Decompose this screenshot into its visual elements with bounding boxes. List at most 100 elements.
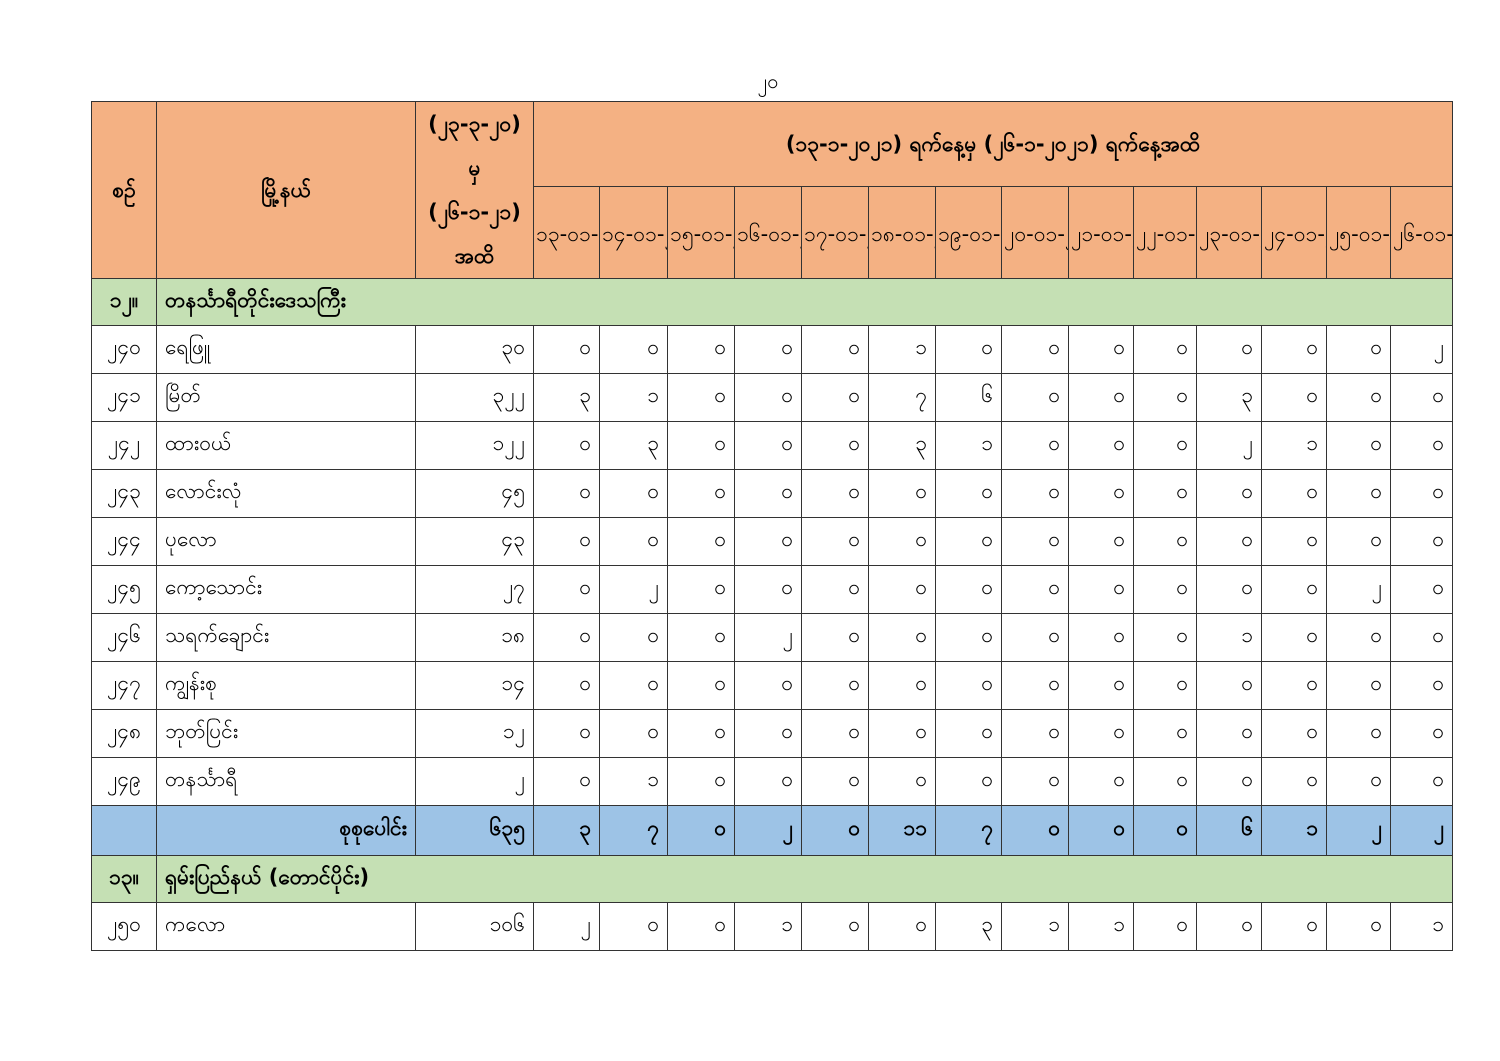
daily-cell: ၁ — [868, 325, 936, 374]
daily-cell: ၆ — [935, 373, 1002, 422]
daily-cell: ၀ — [801, 373, 869, 422]
daily-cell: ၁ — [1068, 902, 1134, 951]
daily-cell: ၀ — [1389, 517, 1454, 566]
daily-cell: ၀ — [599, 902, 668, 951]
daily-cell: ၀ — [868, 613, 936, 662]
township-cell: သရက်ချောင်း — [156, 613, 416, 662]
daily-cell: ၀ — [1326, 325, 1391, 374]
serial-cell: ၂၄၂ — [91, 421, 157, 470]
daily-cell: ၀ — [1326, 517, 1391, 566]
daily-cell: ၀ — [533, 709, 600, 758]
daily-cell: ၀ — [935, 565, 1002, 614]
daily-cell: ၀ — [801, 902, 869, 951]
daily-cell: ၀ — [1001, 661, 1069, 710]
daily-cell: ၀ — [1133, 421, 1197, 470]
serial-cell: ၂၄၅ — [91, 565, 157, 614]
daily-cell: ၀ — [533, 613, 600, 662]
daily-cell: ၀ — [599, 613, 668, 662]
section-row: ၁၃။ ရှမ်းပြည်နယ် (တောင်ပိုင်း) — [91, 855, 1454, 903]
daily-cell: ၀ — [868, 565, 936, 614]
serial-cell: ၂၅၀ — [91, 902, 157, 951]
header-row-1: စဉ် မြို့နယ် (၂၃-၃-၂၀) မှ (၂၆-၁-၂၁) အထိ … — [91, 101, 1454, 279]
daily-cell: ၀ — [599, 325, 668, 374]
total-daily-cell: ၃ — [533, 805, 600, 856]
serial-cell: ၂၄၇ — [91, 661, 157, 710]
daily-cell: ၀ — [935, 613, 1002, 662]
table-row: ၂၄၇ ကျွန်းစု ၁၄၀၀၀၀၀၀၀၀၀၀၀၀၀၀ — [91, 661, 1454, 710]
daily-cell: ၀ — [734, 709, 802, 758]
date-header: ၁၃-၀၁-၂၁ — [533, 185, 600, 280]
cumulative-cell: ၄၃ — [415, 517, 534, 566]
township-cell: ရေဖြူ — [156, 325, 416, 374]
daily-cell: ၀ — [734, 325, 802, 374]
daily-cell: ၀ — [734, 757, 802, 806]
total-daily-cell: ၂ — [1389, 805, 1454, 856]
daily-cell: ၀ — [667, 421, 735, 470]
total-daily-cell: ၂ — [734, 805, 802, 856]
daily-cell: ၀ — [533, 517, 600, 566]
table-row: ၂၄၀ ရေဖြူ ၃၀၀၀၀၀၀၁၀၀၀၀၀၀၀၂ — [91, 325, 1454, 374]
daily-cell: ၀ — [1196, 757, 1262, 806]
daily-cell: ၀ — [868, 469, 936, 518]
daily-cell: ၀ — [1068, 517, 1134, 566]
daily-cell: ၀ — [533, 325, 600, 374]
serial-cell: ၂၄၀ — [91, 325, 157, 374]
daily-cell: ၁ — [1389, 902, 1454, 951]
cumulative-cell: ၂၇ — [415, 565, 534, 614]
table-row: ၂၄၃ လောင်းလုံ ၄၅၀၀၀၀၀၀၀၀၀၀၀၀၀၀ — [91, 469, 1454, 518]
daily-cell: ၀ — [1196, 661, 1262, 710]
daily-cell: ၀ — [868, 757, 936, 806]
daily-cell: ၀ — [1196, 902, 1262, 951]
daily-cell: ၀ — [1261, 469, 1327, 518]
daily-cell: ၀ — [1326, 373, 1391, 422]
total-daily-cell: ၀ — [667, 805, 735, 856]
daily-cell: ၀ — [1326, 613, 1391, 662]
township-cell: ကျွန်းစု — [156, 661, 416, 710]
daily-cell: ၀ — [801, 421, 869, 470]
daily-cell: ၃ — [868, 421, 936, 470]
daily-cell: ၃ — [935, 902, 1002, 951]
daily-cell: ၀ — [1261, 517, 1327, 566]
daily-cell: ၀ — [1261, 902, 1327, 951]
daily-cell: ၂ — [533, 902, 600, 951]
cumulative-cell: ၂ — [415, 757, 534, 806]
daily-cell: ၀ — [1196, 325, 1262, 374]
daily-cell: ၀ — [1068, 661, 1134, 710]
township-cell: ကော့သောင်း — [156, 565, 416, 614]
daily-cell: ၀ — [1326, 421, 1391, 470]
daily-cell: ၀ — [1389, 757, 1454, 806]
daily-cell: ၀ — [1133, 517, 1197, 566]
daily-cell: ၀ — [1001, 325, 1069, 374]
total-daily-cell: ၀ — [1133, 805, 1197, 856]
daily-cell: ၀ — [868, 709, 936, 758]
township-cell: ဘုတ်ပြင်း — [156, 709, 416, 758]
daily-cell: ၀ — [1389, 709, 1454, 758]
serial-cell: ၂၄၉ — [91, 757, 157, 806]
daily-cell: ၀ — [1196, 565, 1262, 614]
township-cell: ပုလော — [156, 517, 416, 566]
daily-cell: ၀ — [1133, 709, 1197, 758]
daily-cell: ၁ — [1261, 421, 1327, 470]
date-header: ၂၁-၀၁-၂၁ — [1068, 185, 1134, 280]
daily-cell: ၀ — [1326, 709, 1391, 758]
daily-cell: ၀ — [667, 902, 735, 951]
daily-cell: ၀ — [599, 661, 668, 710]
total-label: စုစုပေါင်း — [156, 805, 416, 856]
daily-cell: ၀ — [599, 517, 668, 566]
daily-cell: ၀ — [935, 709, 1002, 758]
daily-cell: ၀ — [533, 421, 600, 470]
daily-cell: ၀ — [868, 661, 936, 710]
daily-cell: ၀ — [1261, 565, 1327, 614]
table-row: ၂၄၆ သရက်ချောင်း ၁၈၀၀၀၂၀၀၀၀၀၀၁၀၀၀ — [91, 613, 1454, 662]
cumulative-cell: ၁၀၆ — [415, 902, 534, 951]
daily-cell: ၀ — [734, 517, 802, 566]
daily-cell: ၀ — [667, 517, 735, 566]
daily-cell: ၀ — [1196, 469, 1262, 518]
daily-cell: ၀ — [1196, 709, 1262, 758]
daily-cell: ၀ — [1389, 661, 1454, 710]
cumulative-cell: ၁၄ — [415, 661, 534, 710]
township-cell: မြိတ် — [156, 373, 416, 422]
daily-cell: ၀ — [1068, 373, 1134, 422]
daily-cell: ၀ — [935, 469, 1002, 518]
total-empty-cell — [91, 805, 157, 856]
